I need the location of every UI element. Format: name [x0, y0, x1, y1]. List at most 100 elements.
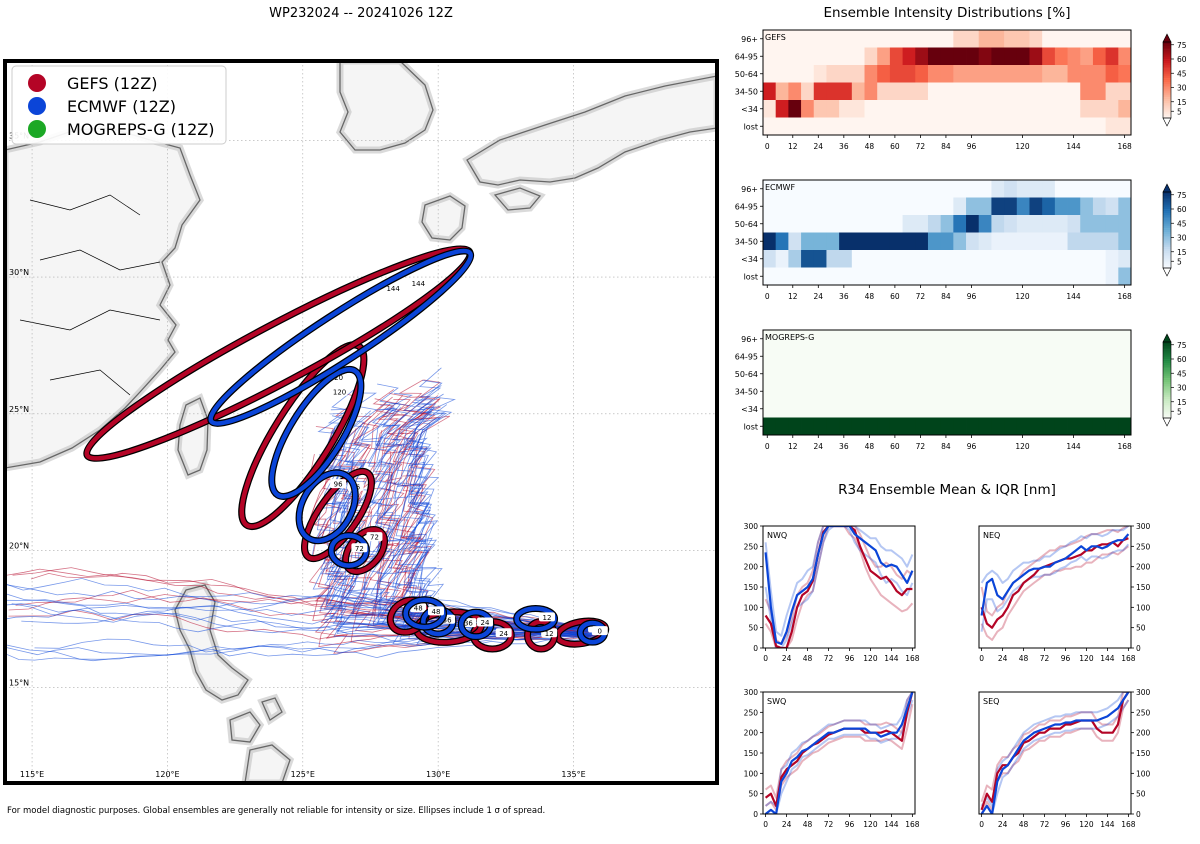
heatmap-cell: [889, 180, 903, 198]
colorbar-segment: [1163, 243, 1171, 246]
ecmwf-ellipse-120h: [269, 367, 364, 499]
heatmap-cell: [889, 382, 903, 401]
heatmap-cell: [1042, 267, 1056, 286]
heatmap-cell: [1080, 215, 1094, 233]
heatmap-xtick-label: 0: [765, 292, 770, 301]
heatmap-cell: [851, 250, 865, 268]
colorbar-segment: [1163, 228, 1171, 231]
heatmap-cell: [788, 417, 802, 436]
heatmap-cell: [1118, 215, 1132, 233]
r34-xtick-label: 168: [1121, 654, 1136, 663]
heatmap-cell: [940, 330, 954, 348]
heatmap-cell: [813, 215, 827, 233]
intensity-heatmaps: GEFS 96+ 64-95 50-64 34-50 <34 lost 0 12 24 36 48 60…: [735, 29, 1187, 451]
colorbar-tick-label: 75: [1177, 341, 1187, 350]
colorbar-segment: [1163, 262, 1171, 265]
heatmap-frame: [762, 29, 1132, 136]
heatmap-cell: [978, 30, 992, 48]
heatmap-cell: [1016, 365, 1030, 383]
heatmap-cell: [1067, 365, 1081, 383]
colorbar-tick-label: 5: [1177, 407, 1182, 416]
heatmap-xtick-label: 96: [967, 142, 977, 151]
ensemble-track: [408, 367, 589, 628]
heatmap-cell: [940, 215, 954, 233]
r34-xtick-label: 24: [782, 654, 792, 663]
map-frame: [3, 59, 719, 785]
heatmap-xtick-label: 84: [941, 442, 951, 451]
heatmap-cell: [1016, 117, 1030, 136]
r34-ytick-label: 200: [744, 563, 759, 572]
heatmap-cell: [991, 82, 1005, 101]
ellipse-label-bg: [427, 606, 444, 616]
heatmap-cell: [953, 417, 967, 436]
heatmap-cell: [826, 232, 840, 251]
r34-panel-label: NEQ: [983, 531, 1000, 540]
lon-label: 115°E: [20, 770, 44, 779]
heatmap-cell: [1080, 232, 1094, 251]
colorbar-segment: [1163, 214, 1171, 217]
heatmap-cell: [1092, 30, 1107, 48]
heatmap-cell: [978, 250, 992, 268]
colorbar-segment: [1163, 104, 1171, 107]
heatmap-cell: [1105, 267, 1119, 286]
heatmap-cell: [775, 197, 789, 216]
heatmap-cell: [991, 267, 1005, 286]
gefs-iqr-low: [980, 699, 1130, 814]
heatmap-cell: [864, 250, 878, 268]
colorbar-segment: [1163, 400, 1171, 404]
r34-xtick-label: 144: [1100, 654, 1115, 663]
colorbar-segment: [1163, 343, 1171, 347]
heatmap-cell: [966, 82, 980, 101]
heatmap-cell: [1067, 47, 1081, 66]
heatmap-cell: [991, 382, 1005, 401]
heatmap-cell: [763, 382, 777, 401]
heatmap-ytick-label: 50-64: [735, 370, 758, 379]
r34-ytick-label: 150: [1136, 749, 1151, 758]
colorbar-segment: [1163, 245, 1171, 248]
heatmap-cell: [902, 82, 916, 101]
colorbar-segment: [1163, 385, 1171, 388]
heatmap-cell: [801, 417, 815, 436]
heatmap-cell: [1092, 250, 1107, 268]
heatmap-cell: [851, 215, 865, 233]
r34-panel-nwq: NWQ 0 24 48 72 96 120 144 168 0 50 100 150 200 250 300: [744, 522, 920, 663]
heatmap-xtick-label: 12: [788, 292, 798, 301]
heatmap-cell: [1004, 65, 1018, 83]
heatmap-cell: [1067, 417, 1081, 436]
heatmap-cell: [1067, 330, 1081, 348]
colorbar-segment: [1163, 404, 1171, 407]
heatmap-xtick-label: 36: [839, 442, 849, 451]
heatmap-cell: [1118, 400, 1132, 418]
heatmap-cell: [1067, 232, 1081, 251]
colorbar-segment: [1163, 252, 1171, 255]
heatmap-cell: [1092, 382, 1107, 401]
r34-ytick-label: 100: [744, 769, 759, 778]
heatmap-cell: [915, 400, 929, 418]
heatmap-cell: [927, 400, 942, 418]
heatmap-cell: [1016, 47, 1030, 66]
ellipse-label-bg: [495, 628, 512, 638]
heatmap-cell: [851, 65, 865, 83]
legend-label: ECMWF (12Z): [67, 97, 176, 116]
heatmap-cell: [902, 365, 916, 383]
colorbar-segment: [1163, 43, 1171, 47]
heatmap-xtick-label: 24: [814, 292, 824, 301]
heatmap-cell: [1042, 180, 1056, 198]
map-land: [5, 61, 717, 783]
colorbar-segment: [1163, 61, 1171, 64]
heatmap-cell: [1029, 365, 1043, 383]
heatmap-cell: [801, 215, 815, 233]
heatmap-cell: [991, 417, 1005, 436]
heatmap-cell: [1105, 117, 1119, 136]
heatmap-cell: [763, 117, 777, 136]
colorbar-segment: [1163, 362, 1171, 366]
heatmap-cell: [788, 382, 802, 401]
heatmap-cell: [877, 215, 891, 233]
heatmap-cell: [775, 47, 789, 66]
colorbar-segment: [1163, 47, 1171, 50]
heatmap-cell: [864, 400, 878, 418]
heatmap-cell: [775, 250, 789, 268]
ellipse-hour-label: 72: [370, 534, 379, 542]
heatmap-cell: [1105, 417, 1119, 436]
heatmap-cell: [1004, 417, 1018, 436]
